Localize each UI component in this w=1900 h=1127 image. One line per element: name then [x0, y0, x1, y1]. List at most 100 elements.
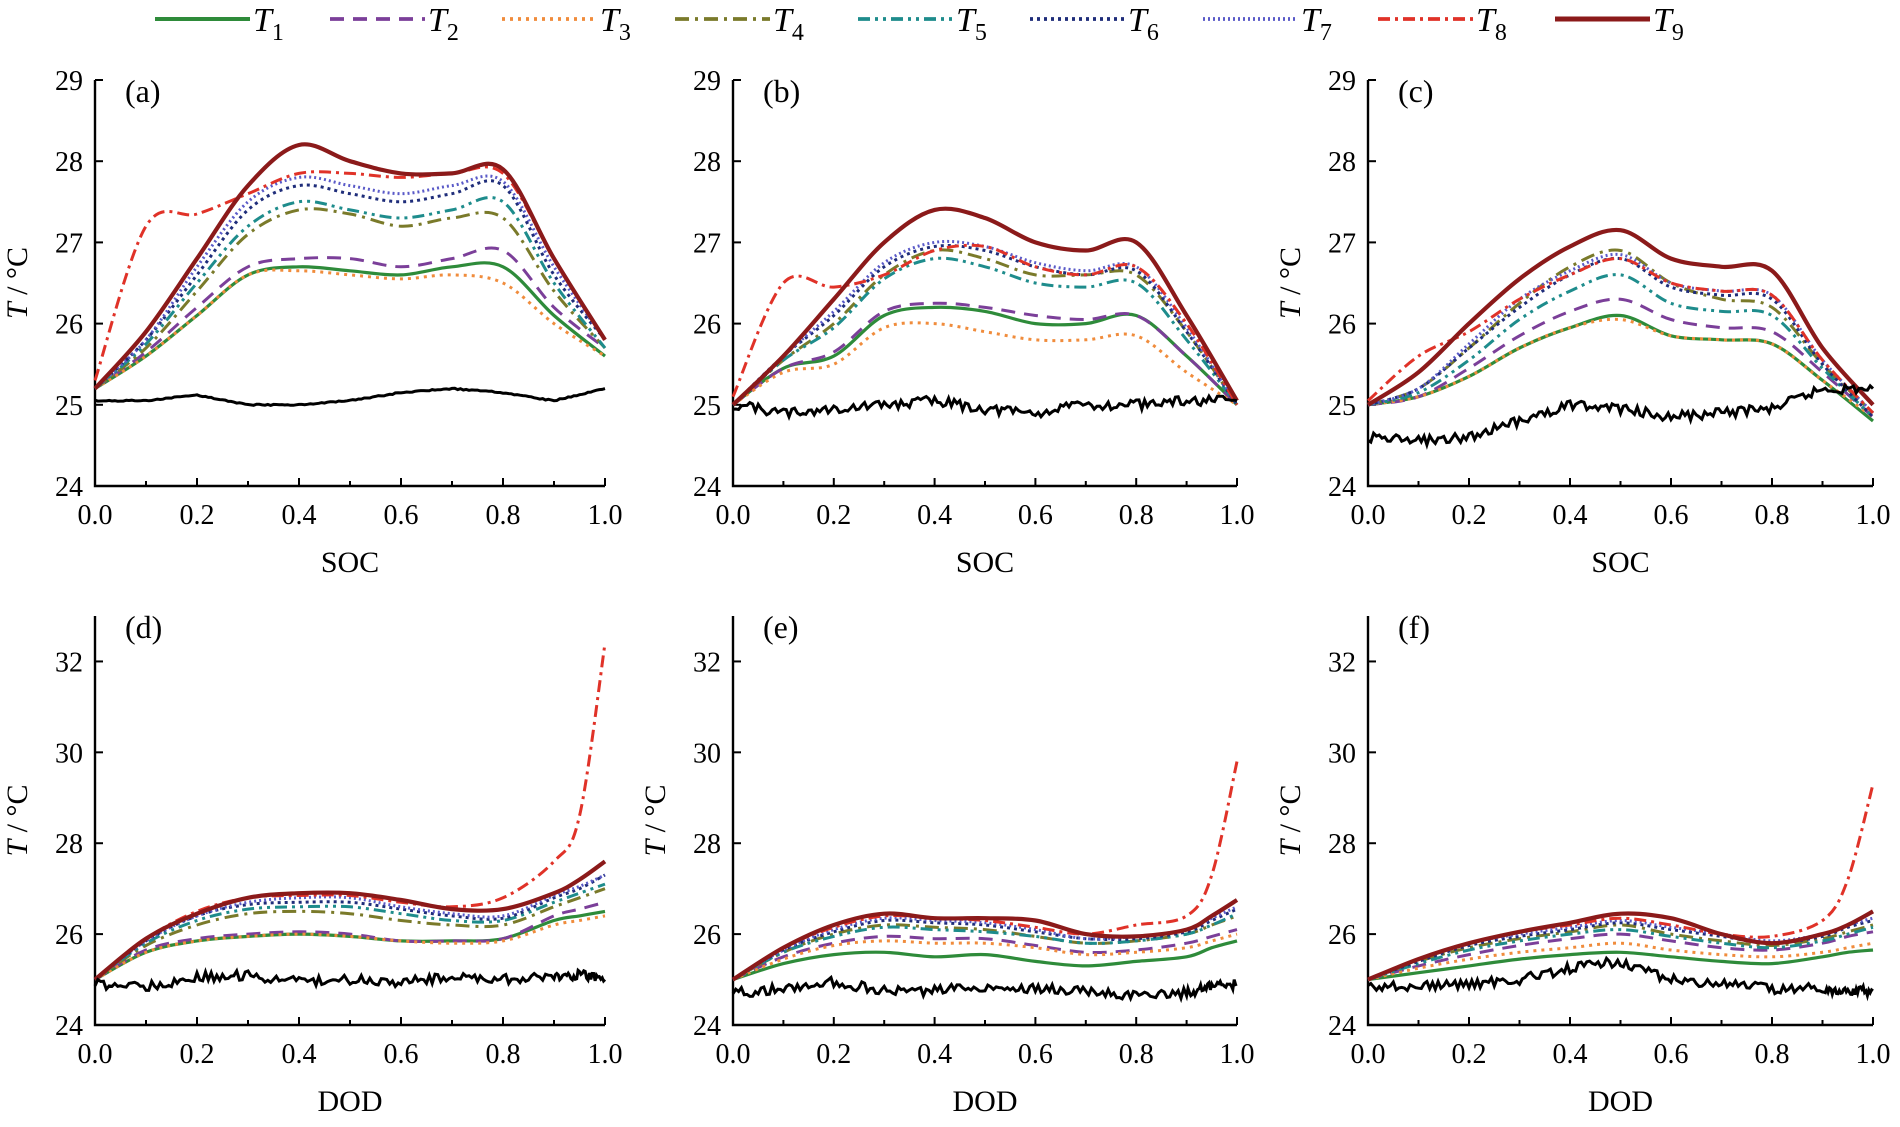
series-t6 — [1367, 256, 1875, 419]
series-t1 — [732, 305, 1239, 407]
x-tick-label: 0.2 — [816, 500, 851, 531]
x-tick-label: 0.6 — [1018, 500, 1053, 531]
y-tick-label: 28 — [1328, 829, 1356, 860]
series-ambient — [94, 386, 606, 407]
axes — [1366, 80, 1873, 488]
x-tick-label: 1.0 — [588, 500, 623, 531]
series-t3 — [94, 914, 606, 981]
x-tick-label: 0.6 — [1018, 1039, 1053, 1070]
legend: T1 T2 T3 T4 T5 T6 T7 T8 T9 — [155, 2, 1684, 46]
panel-label: (b) — [763, 73, 800, 109]
series-ambient — [1367, 382, 1875, 450]
y-tick-label: 30 — [55, 738, 83, 769]
series-t4 — [1367, 923, 1874, 981]
y-tick-label: 24 — [55, 1011, 83, 1042]
x-axis-title: SOC — [321, 546, 379, 579]
legend-label: T4 — [773, 2, 804, 46]
x-axis-title: SOC — [956, 546, 1014, 579]
series-t6 — [732, 907, 1238, 981]
x-tick-label: 1.0 — [1220, 500, 1255, 531]
legend-item-t1: T1 — [155, 2, 284, 46]
x-tick-label: 0.8 — [1755, 1039, 1790, 1070]
x-tick-label: 1.0 — [1220, 1039, 1255, 1070]
x-axis-title: DOD — [1588, 1085, 1653, 1118]
panel-e: 0.0 0.2 0.4 0.6 0.8 1.0 24 26 28 30 32 (e) DOD T / °C — [639, 609, 1255, 1118]
x-tick-label: 0.0 — [716, 500, 751, 531]
x-tick-label: 0.8 — [1119, 1039, 1154, 1070]
series-t9 — [731, 206, 1239, 407]
series-t4 — [94, 207, 607, 390]
x-tick-label: 0.2 — [180, 500, 215, 531]
y-tick-label: 30 — [693, 738, 721, 769]
series-t1 — [732, 939, 1238, 982]
panel-b: 0.0 0.2 0.4 0.6 0.8 1.0 24 25 26 27 28 29 (b) SOC — [693, 66, 1255, 579]
y-tick-label: 26 — [55, 310, 83, 341]
y-tick-label: 26 — [693, 310, 721, 341]
panel-label: (d) — [125, 609, 162, 645]
series-t7 — [93, 174, 607, 390]
y-tick-label: 32 — [1328, 647, 1356, 678]
legend-item-t2: T2 — [330, 2, 459, 46]
y-tick-label: 28 — [693, 147, 721, 178]
series-t2 — [94, 246, 606, 390]
series-t7 — [1367, 252, 1875, 414]
legend-label: T3 — [600, 2, 631, 46]
series-t1 — [94, 261, 606, 390]
series-t7 — [1367, 916, 1874, 981]
series-t9 — [1367, 909, 1875, 982]
series-t2 — [1367, 297, 1874, 419]
y-tick-label: 32 — [55, 647, 83, 678]
y-tick-label: 26 — [1328, 310, 1356, 341]
axes — [731, 616, 1237, 1027]
series-t1 — [1367, 948, 1874, 982]
series-t2 — [1367, 930, 1874, 982]
x-tick-label: 0.4 — [917, 1039, 952, 1070]
series-t3 — [94, 268, 606, 390]
series-ambient — [732, 393, 1238, 422]
panel-label: (a) — [125, 73, 161, 109]
y-tick-label: 29 — [1328, 66, 1356, 97]
x-tick-label: 1.0 — [1856, 1039, 1891, 1070]
y-tick-label: 27 — [55, 228, 83, 259]
x-tick-label: 0.2 — [816, 1039, 851, 1070]
y-tick-label: 28 — [55, 829, 83, 860]
legend-label: T9 — [1653, 2, 1684, 46]
x-tick-label: 0.0 — [78, 1039, 113, 1070]
x-tick-label: 0.6 — [384, 500, 419, 531]
panel-f: 0.0 0.2 0.4 0.6 0.8 1.0 24 26 28 30 32 (f) DOD T / °C — [1274, 609, 1891, 1118]
x-axis-title: SOC — [1591, 546, 1649, 579]
y-axis-title: T / °C — [639, 784, 672, 856]
x-tick-label: 1.0 — [1856, 500, 1891, 531]
series-t3 — [1367, 941, 1874, 982]
series-t2 — [732, 928, 1238, 981]
y-tick-label: 25 — [1328, 391, 1356, 422]
x-tick-label: 0.8 — [1119, 500, 1154, 531]
y-tick-label: 25 — [693, 391, 721, 422]
y-tick-label: 29 — [693, 66, 721, 97]
x-tick-label: 0.6 — [1654, 500, 1689, 531]
x-tick-label: 0.4 — [282, 1039, 317, 1070]
series-t6 — [731, 244, 1239, 406]
legend-item-t7: T7 — [1203, 2, 1332, 46]
x-tick-label: 1.0 — [588, 1039, 623, 1070]
y-axis-title: T / °C — [1, 247, 34, 319]
x-tick-label: 0.0 — [716, 1039, 751, 1070]
series-t5 — [94, 882, 606, 981]
legend-label: T7 — [1301, 2, 1332, 46]
axes — [731, 80, 1237, 488]
x-tick-label: 0.4 — [917, 500, 952, 531]
series-t2 — [732, 301, 1239, 407]
series-t5 — [732, 912, 1238, 981]
y-axis-title: T / °C — [1274, 247, 1307, 319]
legend-label: T1 — [253, 2, 284, 46]
panel-c: 0.0 0.2 0.4 0.6 0.8 1.0 24 25 26 27 28 29 (c) SOC T / … — [1274, 66, 1891, 579]
series-t5 — [94, 196, 607, 390]
x-axis-title: DOD — [318, 1085, 383, 1118]
y-tick-label: 26 — [55, 920, 83, 951]
series-t1 — [94, 909, 606, 981]
series-t5 — [732, 256, 1239, 406]
y-tick-label: 24 — [1328, 472, 1356, 503]
y-axis-title: T / °C — [1, 784, 34, 856]
series-t5 — [1367, 925, 1874, 981]
